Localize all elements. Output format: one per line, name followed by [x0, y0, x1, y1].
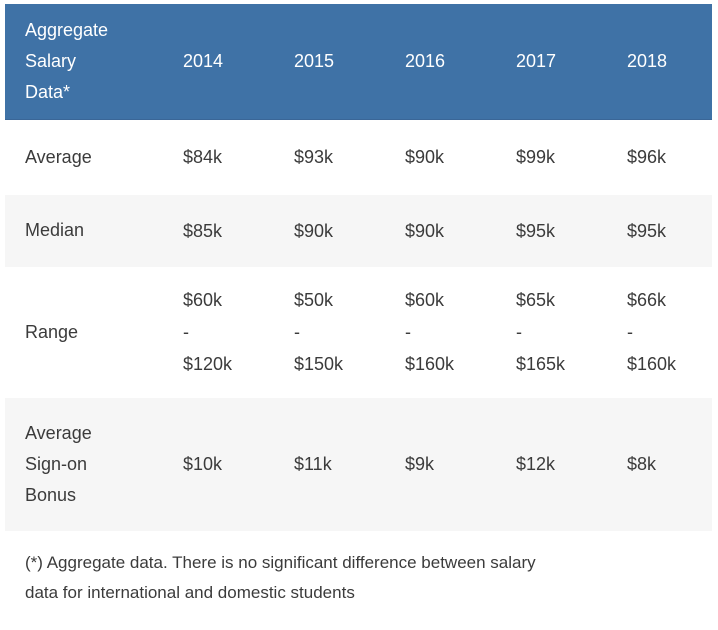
column-header-2016: 2016	[405, 4, 516, 120]
value-cell: $9k	[405, 454, 435, 474]
value-cell: $84k	[183, 147, 223, 168]
row-label-average: Average	[25, 146, 92, 167]
row-label-range: Range	[25, 321, 79, 342]
table-row-range: Range $60k - $120k $50k - $150k $60k - $…	[5, 266, 712, 398]
value-cell: $66k - $160k	[627, 290, 677, 374]
value-cell: $95k	[516, 220, 556, 241]
value-cell: $8k	[627, 454, 657, 474]
value-cell: $12k	[516, 454, 556, 474]
value-cell: $96k	[627, 147, 667, 168]
value-cell: $60k - $120k	[183, 290, 233, 374]
value-cell: $10k	[183, 454, 223, 474]
value-cell: $11k	[294, 454, 332, 474]
aggregate-salary-table: Aggregate Salary Data* 2014 2015 2016 20…	[5, 4, 712, 531]
column-header-2014: 2014	[183, 4, 294, 120]
value-cell: $99k	[516, 147, 556, 168]
row-label-sign-on-bonus: Average Sign-on Bonus	[25, 422, 92, 505]
value-cell: $60k - $160k	[405, 290, 455, 374]
table-header: Aggregate Salary Data* 2014 2015 2016 20…	[5, 4, 712, 120]
header-row: Aggregate Salary Data* 2014 2015 2016 20…	[5, 4, 712, 120]
value-cell: $85k	[183, 220, 223, 241]
table-body: Average $84k $93k $90k $99k $96k Median …	[5, 119, 712, 531]
value-cell: $65k - $165k	[516, 290, 566, 374]
value-cell: $90k	[294, 220, 334, 241]
table-title: Aggregate Salary Data*	[5, 4, 183, 120]
row-label-median: Median	[25, 220, 85, 240]
value-cell: $50k - $150k	[294, 290, 344, 374]
column-header-2015: 2015	[294, 4, 405, 120]
value-cell: $93k	[294, 147, 334, 168]
table-row-average: Average $84k $93k $90k $99k $96k	[5, 119, 712, 195]
value-cell: $90k	[405, 220, 445, 241]
column-header-2017: 2017	[516, 4, 627, 120]
table-row-median: Median $85k $90k $90k $95k $95k	[5, 194, 712, 267]
column-header-2018: 2018	[627, 4, 712, 120]
value-cell: $95k	[627, 220, 667, 241]
table-footnote: (*) Aggregate data. There is no signific…	[25, 553, 536, 602]
value-cell: $90k	[405, 147, 445, 168]
table-row-sign-on-bonus: Average Sign-on Bonus $10k $11k $9k $12k…	[5, 397, 712, 531]
